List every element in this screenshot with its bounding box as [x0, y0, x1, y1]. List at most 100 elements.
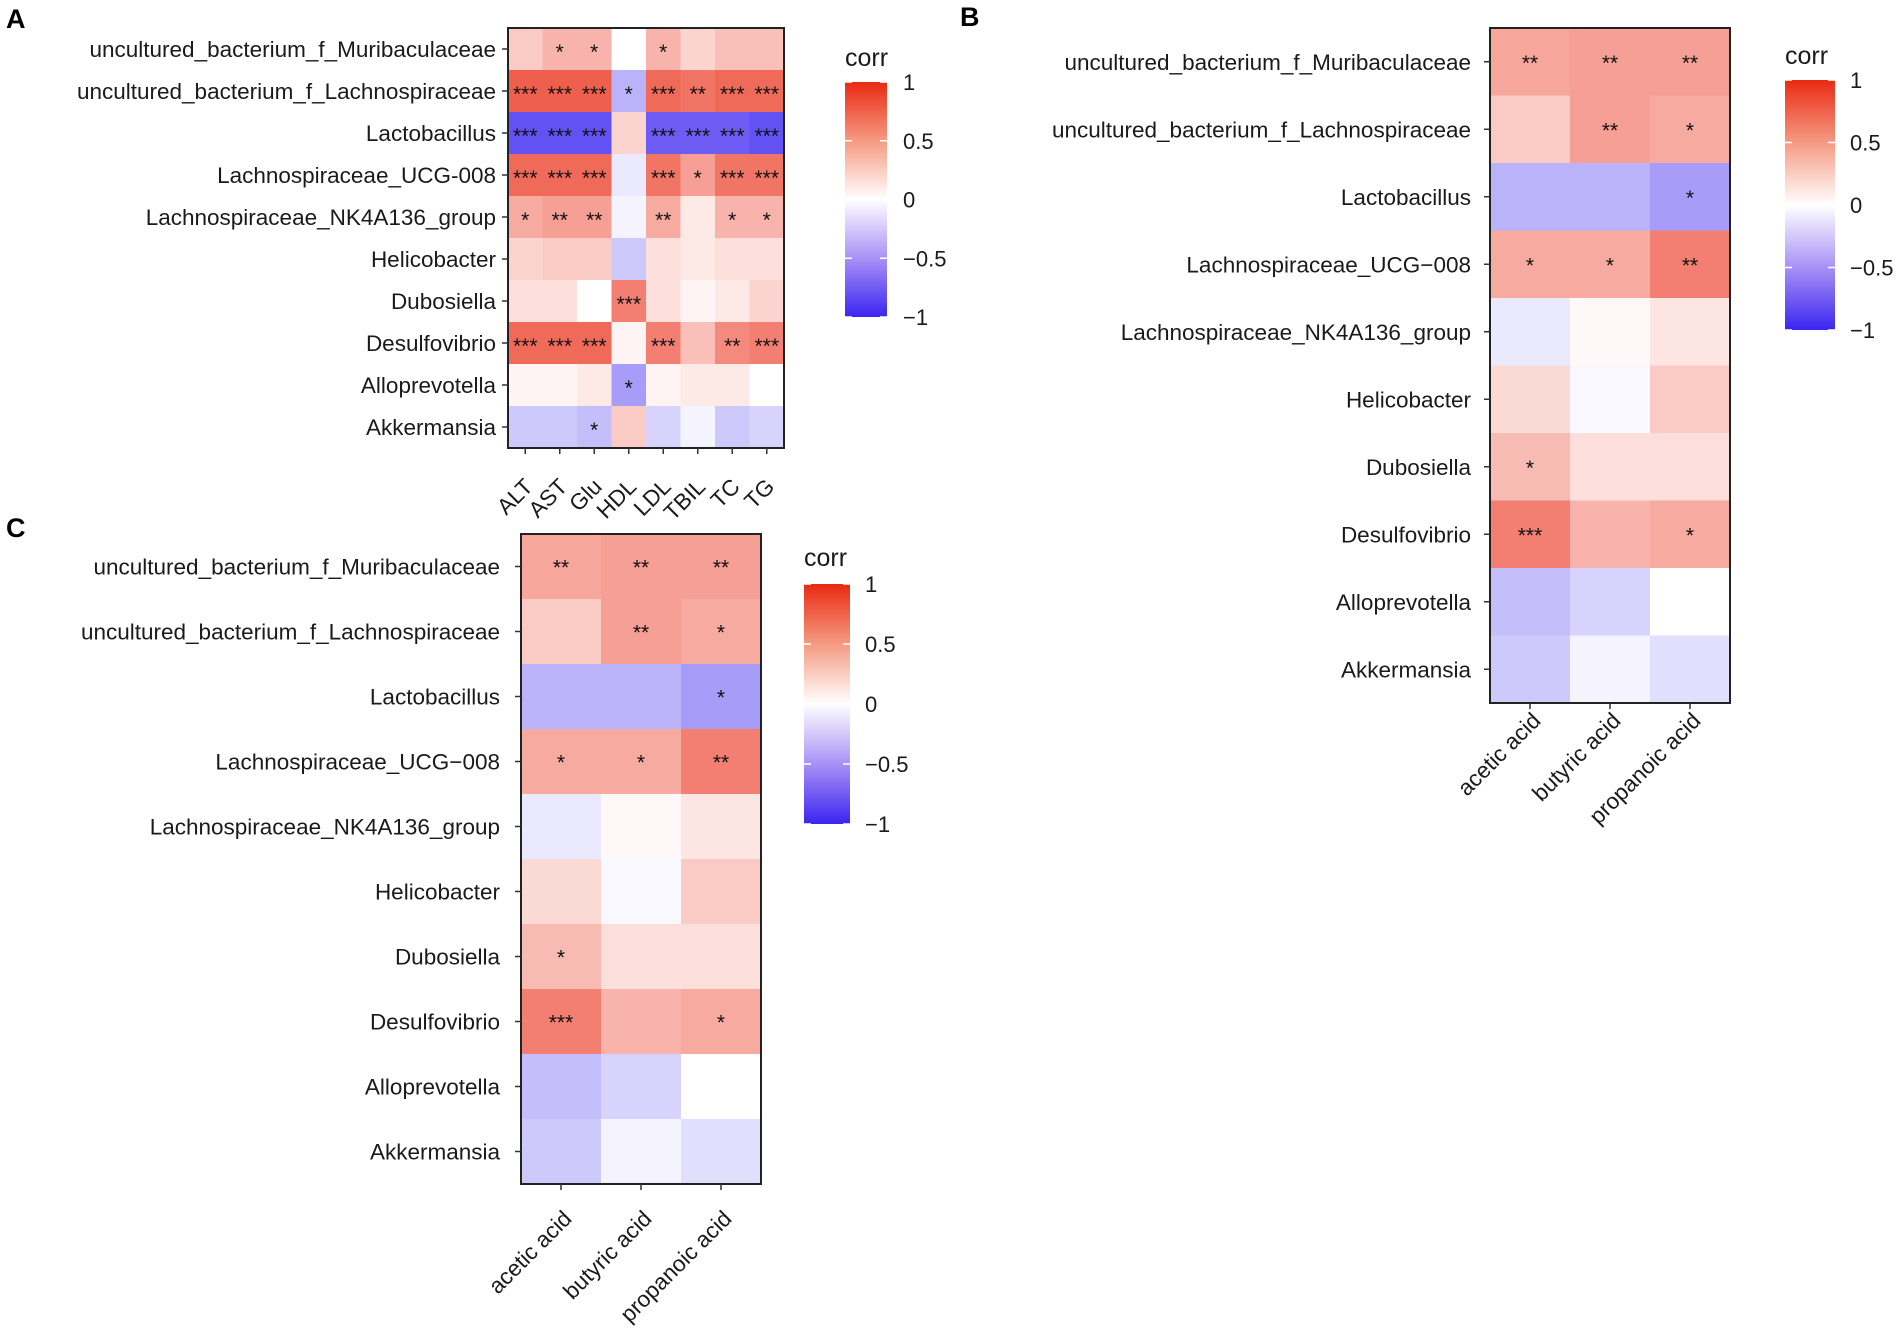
heatmap-cell — [680, 364, 716, 407]
heatmap-cell — [601, 1119, 682, 1185]
row-label: Lactobacillus — [1341, 185, 1471, 210]
heatmap-cell — [680, 280, 716, 323]
heatmap-cell — [1570, 163, 1651, 231]
heatmap-cell — [542, 196, 578, 239]
significance-mark: ** — [713, 752, 729, 775]
heatmap-cell — [749, 196, 785, 239]
heatmap-cell — [542, 238, 578, 281]
column-label: TG — [740, 474, 780, 514]
row-label: Alloprevotella — [361, 373, 497, 398]
heatmap-cell — [577, 196, 612, 239]
significance-mark: * — [637, 752, 645, 775]
heatmap-cell — [715, 196, 750, 239]
heatmap-cell — [1490, 635, 1571, 704]
significance-mark: * — [717, 622, 725, 645]
significance-mark: *** — [754, 335, 779, 358]
heatmap-cell — [1650, 635, 1731, 704]
significance-mark: ** — [633, 622, 649, 645]
row-label: Dubosiella — [1366, 455, 1472, 480]
significance-mark: ** — [690, 83, 706, 106]
heatmap-cell — [542, 406, 578, 449]
heatmap-cell — [508, 406, 543, 449]
legend-title: corr — [804, 544, 847, 572]
column-label: TBIL — [659, 474, 710, 525]
heatmap-cell — [749, 154, 785, 197]
heatmap-cell — [611, 112, 647, 155]
significance-mark: * — [1686, 187, 1694, 210]
heatmap-cell — [646, 112, 681, 155]
heatmap-cell — [601, 729, 682, 795]
heatmap-cell — [542, 154, 578, 197]
heatmap-cell — [508, 322, 543, 365]
significance-mark: *** — [513, 167, 538, 190]
heatmap-cell — [680, 322, 716, 365]
column-label: TC — [706, 474, 745, 513]
row-label: Desulfovibrio — [1341, 522, 1471, 547]
panel-letter: B — [960, 2, 980, 32]
heatmap-cell — [577, 112, 612, 155]
heatmap-cell — [542, 28, 578, 71]
significance-mark: *** — [754, 125, 779, 148]
significance-mark: ** — [1602, 119, 1618, 142]
heatmap-cell — [715, 238, 750, 281]
row-label: Helicobacter — [371, 247, 497, 272]
heatmap-cell — [681, 599, 762, 665]
heatmap-cell — [646, 406, 681, 449]
heatmap-cell — [542, 364, 578, 407]
significance-mark: * — [1606, 254, 1614, 277]
heatmap-cell — [646, 28, 681, 71]
significance-mark: *** — [582, 83, 607, 106]
heatmap-cell — [680, 154, 716, 197]
panel-a-heatmap: A* * **** *** *** * *** ** *** ****** *** *** *** ***… — [6, 4, 946, 525]
heatmap-cell — [601, 534, 682, 600]
panel-b-heatmap: B** ** **** *** * ****** *uncultured_bacterium… — [960, 2, 1893, 829]
legend-title: corr — [1785, 42, 1828, 70]
significance-mark: *** — [1518, 524, 1543, 547]
significance-mark: *** — [651, 167, 676, 190]
row-label: uncultured_bacterium_f_Lachnospiraceae — [1052, 117, 1471, 142]
heatmap-cell — [601, 599, 682, 665]
significance-mark: * — [590, 419, 598, 442]
row-label: Akkermansia — [1341, 657, 1472, 682]
heatmap-cell — [681, 534, 762, 600]
heatmap-cell — [680, 196, 716, 239]
significance-mark: ** — [1682, 254, 1698, 277]
significance-mark: *** — [720, 125, 745, 148]
heatmap-cell — [681, 729, 762, 795]
heatmap-cell — [611, 196, 647, 239]
heatmap-cell — [680, 238, 716, 281]
heatmap-cell — [521, 729, 602, 795]
heatmap-cell — [611, 364, 647, 407]
heatmap-cell — [1570, 568, 1651, 636]
row-label: Lachnospiraceae_NK4A136_group — [146, 205, 496, 230]
significance-mark: * — [659, 41, 667, 64]
significance-mark: * — [1526, 457, 1534, 480]
legend-tick-label: 0 — [903, 188, 915, 213]
significance-mark: * — [1526, 254, 1534, 277]
significance-mark: * — [557, 752, 565, 775]
heatmap-cell — [577, 280, 612, 323]
heatmap-cell — [577, 238, 612, 281]
heatmap-cell — [646, 154, 681, 197]
heatmap-cell — [680, 112, 716, 155]
row-label: Lachnospiraceae_UCG−008 — [215, 750, 500, 775]
heatmap-cell — [1570, 365, 1651, 434]
heatmap-cell — [646, 364, 681, 407]
heatmap-cell — [749, 238, 785, 281]
significance-mark: *** — [582, 167, 607, 190]
significance-mark: *** — [651, 335, 676, 358]
heatmap-cell — [681, 1054, 762, 1120]
heatmap-cell — [521, 859, 602, 925]
heatmap-cell — [611, 322, 647, 365]
heatmap-cell — [521, 989, 602, 1055]
significance-mark: ** — [1682, 52, 1698, 75]
heatmap-cell — [1570, 95, 1651, 164]
heatmap-cell — [1650, 163, 1731, 231]
significance-mark: * — [717, 1012, 725, 1035]
row-label: uncultured_bacterium_f_Lachnospiraceae — [77, 79, 496, 104]
heatmap-cell — [680, 70, 716, 113]
significance-mark: *** — [547, 167, 572, 190]
heatmap-cell — [1650, 230, 1731, 299]
significance-mark: * — [625, 377, 633, 400]
legend-tick-label: −0.5 — [865, 752, 908, 777]
